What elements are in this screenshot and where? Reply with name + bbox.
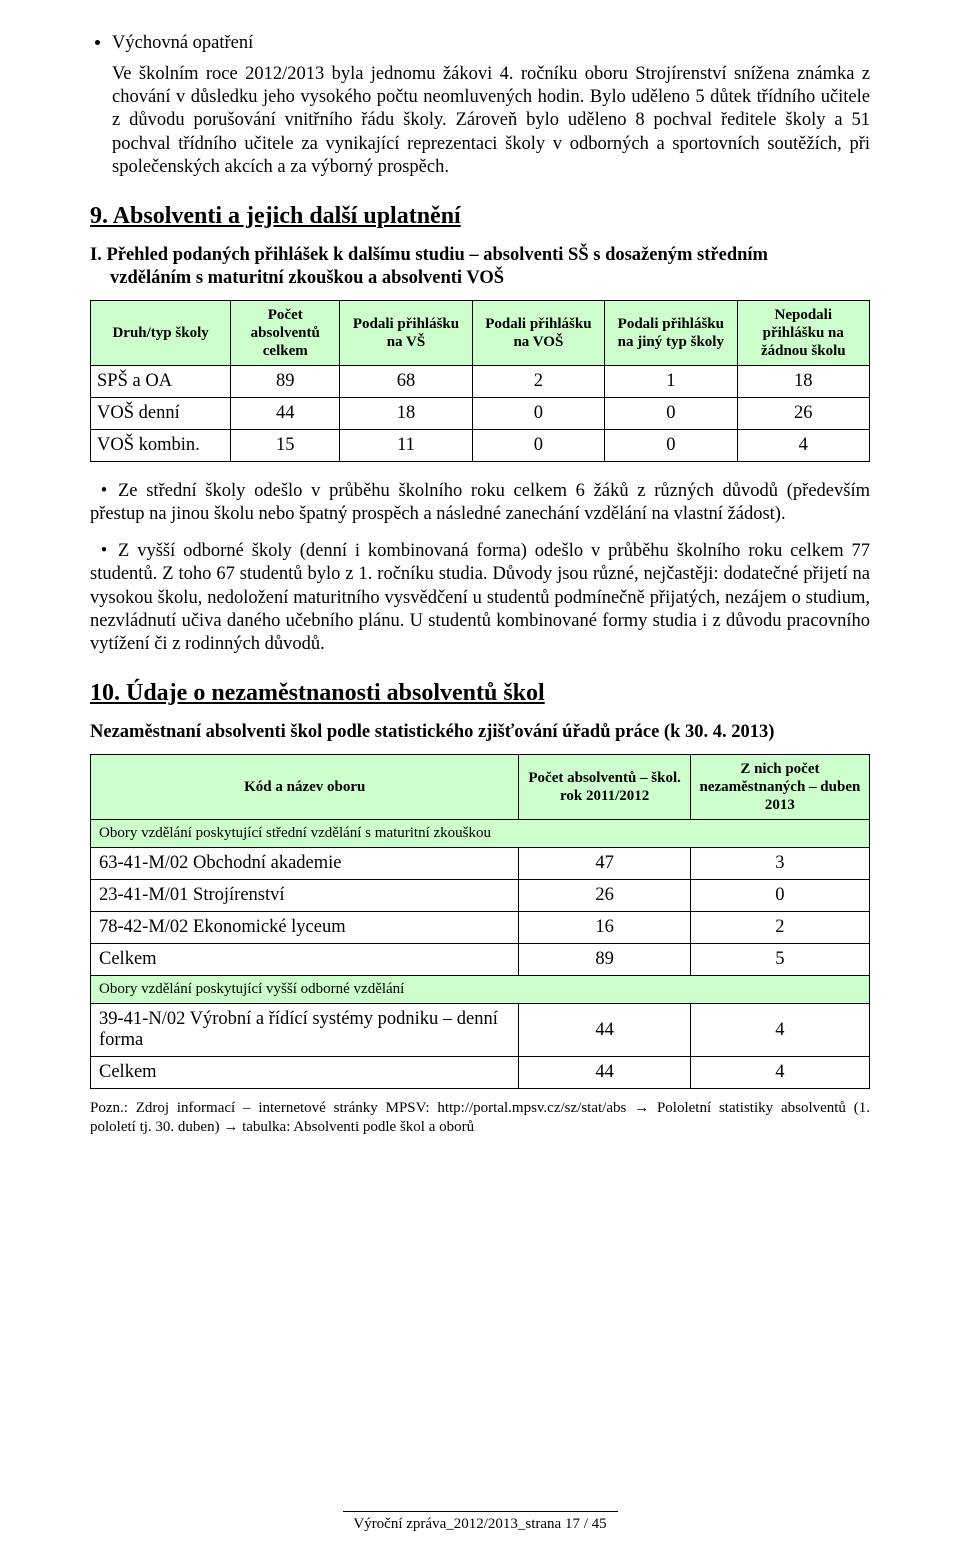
bullet-vychovna: Výchovná opatření bbox=[112, 32, 870, 55]
subheader-vyssi: Obory vzdělání poskytující vyšší odborné… bbox=[91, 976, 870, 1004]
table-row: Celkem 89 5 bbox=[91, 944, 870, 976]
table-row: Kód a název oboru Počet absolventů – ško… bbox=[91, 755, 870, 820]
cell: 89 bbox=[231, 366, 340, 398]
table-row: VOŠ kombin. 15 11 0 0 4 bbox=[91, 430, 870, 462]
cell: 39-41-N/02 Výrobní a řídící systémy podn… bbox=[91, 1004, 519, 1057]
para-text: Z vyšší odborné školy (denní i kombinova… bbox=[90, 541, 870, 654]
cell: 15 bbox=[231, 430, 340, 462]
th-pocet-abs: Počet absolventů – škol. rok 2011/2012 bbox=[519, 755, 690, 820]
cell: 89 bbox=[519, 944, 690, 976]
cell: VOŠ kombin. bbox=[91, 430, 231, 462]
footer-rule bbox=[343, 1511, 618, 1512]
cell: 44 bbox=[231, 398, 340, 430]
table-absolventi: Druh/typ školy Počet absolventů celkem P… bbox=[90, 300, 870, 462]
th-nezam: Z nich počet nezaměstnaných – duben 2013 bbox=[690, 755, 869, 820]
table-row: Obory vzdělání poskytující střední vzděl… bbox=[91, 820, 870, 848]
para-stredni-odchod: •Ze střední školy odešlo v průběhu školn… bbox=[90, 480, 870, 526]
section10-heading: 10. Údaje o nezaměstnanosti absolventů š… bbox=[90, 680, 870, 707]
cell: 4 bbox=[690, 1004, 869, 1057]
cell: 2 bbox=[472, 366, 604, 398]
cell: 68 bbox=[340, 366, 472, 398]
table-row: SPŠ a OA 89 68 2 1 18 bbox=[91, 366, 870, 398]
cell: 16 bbox=[519, 912, 690, 944]
cell: 1 bbox=[605, 366, 737, 398]
cell: 44 bbox=[519, 1057, 690, 1089]
subheader-stredni: Obory vzdělání poskytující střední vzděl… bbox=[91, 820, 870, 848]
bullet-dot-icon: • bbox=[90, 540, 118, 563]
cell: 0 bbox=[605, 398, 737, 430]
section10-subheading: Nezaměstnaní absolventi škol podle stati… bbox=[90, 721, 870, 744]
cell: 2 bbox=[690, 912, 869, 944]
cell: 4 bbox=[737, 430, 869, 462]
section9-subheading: I. Přehled podaných přihlášek k dalšímu … bbox=[90, 244, 870, 290]
cell: SPŠ a OA bbox=[91, 366, 231, 398]
table-row: Celkem 44 4 bbox=[91, 1057, 870, 1089]
table-row: Druh/typ školy Počet absolventů celkem P… bbox=[91, 301, 870, 366]
cell: 4 bbox=[690, 1057, 869, 1089]
th-druh: Druh/typ školy bbox=[91, 301, 231, 366]
para-vos-odchod: •Z vyšší odborné školy (denní i kombinov… bbox=[90, 540, 870, 656]
page-footer: Výroční zpráva_2012/2013_strana 17 / 45 bbox=[0, 1511, 960, 1533]
table-row: 63-41-M/02 Obchodní akademie 47 3 bbox=[91, 848, 870, 880]
bullet-dot-icon: • bbox=[90, 480, 118, 503]
table-nezamestnanost: Kód a název oboru Počet absolventů – ško… bbox=[90, 754, 870, 1089]
th-vs: Podali přihlášku na VŠ bbox=[340, 301, 472, 366]
bullet-list-top: Výchovná opatření bbox=[90, 32, 870, 55]
th-nepodali: Nepodali přihlášku na žádnou školu bbox=[737, 301, 869, 366]
footnote-pozn: Pozn.: Zdroj informací – internetové str… bbox=[90, 1099, 870, 1137]
footer-text: Výroční zpráva_2012/2013_strana 17 / 45 bbox=[353, 1516, 606, 1532]
cell: 0 bbox=[690, 880, 869, 912]
cell: 11 bbox=[340, 430, 472, 462]
table-row: 39-41-N/02 Výrobní a řídící systémy podn… bbox=[91, 1004, 870, 1057]
cell: 63-41-M/02 Obchodní akademie bbox=[91, 848, 519, 880]
th-jiny: Podali přihlášku na jiný typ školy bbox=[605, 301, 737, 366]
cell: 26 bbox=[519, 880, 690, 912]
table-row: 23-41-M/01 Strojírenství 26 0 bbox=[91, 880, 870, 912]
cell: 44 bbox=[519, 1004, 690, 1057]
cell: 0 bbox=[472, 430, 604, 462]
table-row: VOŠ denní 44 18 0 0 26 bbox=[91, 398, 870, 430]
cell: 3 bbox=[690, 848, 869, 880]
table-row: Obory vzdělání poskytující vyšší odborné… bbox=[91, 976, 870, 1004]
para-text: Ze střední školy odešlo v průběhu školní… bbox=[90, 481, 870, 524]
cell: 0 bbox=[472, 398, 604, 430]
section9-heading: 9. Absolventi a jejich další uplatnění bbox=[90, 203, 870, 230]
cell: 0 bbox=[605, 430, 737, 462]
cell: VOŠ denní bbox=[91, 398, 231, 430]
sub9-line2: vzděláním s maturitní zkouškou a absolve… bbox=[90, 267, 870, 290]
cell: 18 bbox=[340, 398, 472, 430]
page: Výchovná opatření Ve školním roce 2012/2… bbox=[0, 0, 960, 1561]
cell: 18 bbox=[737, 366, 869, 398]
table-row: 78-42-M/02 Ekonomické lyceum 16 2 bbox=[91, 912, 870, 944]
cell: 78-42-M/02 Ekonomické lyceum bbox=[91, 912, 519, 944]
cell: 23-41-M/01 Strojírenství bbox=[91, 880, 519, 912]
th-vos: Podali přihlášku na VOŠ bbox=[472, 301, 604, 366]
cell-celkem: Celkem bbox=[91, 1057, 519, 1089]
th-pocet: Počet absolventů celkem bbox=[231, 301, 340, 366]
cell: 47 bbox=[519, 848, 690, 880]
para-vychovna: Ve školním roce 2012/2013 byla jednomu ž… bbox=[112, 63, 870, 179]
sub9-line1: I. Přehled podaných přihlášek k dalšímu … bbox=[90, 245, 768, 265]
cell: 26 bbox=[737, 398, 869, 430]
cell: 5 bbox=[690, 944, 869, 976]
th-kod: Kód a název oboru bbox=[91, 755, 519, 820]
cell-celkem: Celkem bbox=[91, 944, 519, 976]
